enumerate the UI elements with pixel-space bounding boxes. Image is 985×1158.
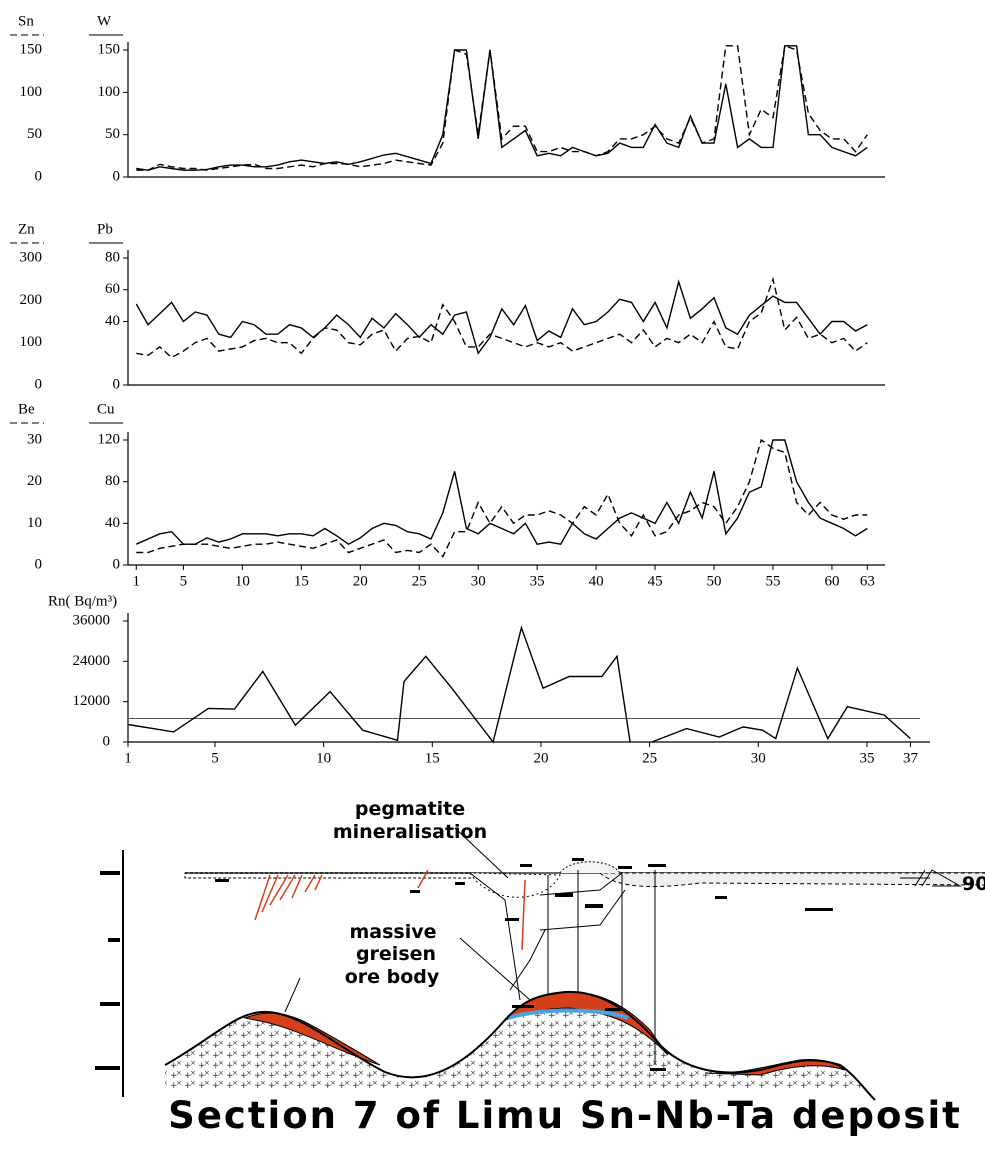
series-line: [128, 628, 910, 742]
y2-tick-label: 150: [20, 41, 43, 57]
section-title: Section 7 of Limu Sn-Nb-Ta deposit: [168, 1094, 962, 1137]
leader-line: [460, 938, 530, 1000]
series-line: [136, 282, 867, 354]
y2-tick-label: 20: [27, 473, 42, 489]
dip-label: 90°: [962, 873, 985, 895]
y-tick-label: 0: [113, 168, 121, 184]
legend-label: Zn: [18, 221, 35, 237]
y-tick-label: 100: [98, 84, 121, 100]
y2-tick-label: 10: [27, 515, 42, 531]
section-label: ore body: [345, 966, 440, 988]
x-tick-label: 60: [824, 573, 839, 589]
x-tick-label: 25: [642, 750, 657, 766]
y2-tick-label: 30: [27, 431, 42, 447]
y-tick-label: 50: [105, 126, 120, 142]
x-tick-label: 35: [859, 750, 874, 766]
y-tick-label: 150: [98, 41, 121, 57]
y2-tick-label: 0: [35, 556, 43, 572]
y2-tick-label: 0: [35, 168, 43, 184]
x-tick-label: 30: [471, 573, 486, 589]
y2-tick-label: 200: [20, 292, 43, 308]
section-label: pegmatite: [355, 798, 465, 820]
y2-tick-label: 0: [35, 376, 43, 392]
y2-tick-label: 50: [27, 126, 42, 142]
series-line: [136, 46, 867, 170]
y-tick-label: 0: [113, 556, 121, 572]
y2-tick-label: 100: [20, 334, 43, 350]
x-tick-label: 15: [425, 750, 440, 766]
y2-tick-label: 100: [20, 84, 43, 100]
legend-label: Sn: [18, 13, 34, 29]
section-label: mineralisation: [333, 821, 487, 843]
x-tick-label: 55: [765, 573, 780, 589]
x-tick-label: 15: [294, 573, 309, 589]
y-tick-label: 60: [105, 281, 120, 297]
series-line: [136, 440, 867, 557]
leader-line: [285, 978, 300, 1012]
figure: 050100150050100150SnW04060800100200300Zn…: [0, 0, 985, 1158]
legend-label: Pb: [97, 221, 113, 237]
y-tick-label: 80: [105, 473, 120, 489]
y2-tick-label: 300: [20, 249, 43, 265]
x-tick-label: 20: [533, 750, 548, 766]
x-tick-label: 1: [133, 573, 141, 589]
x-tick-label: 25: [412, 573, 427, 589]
series-line: [136, 46, 867, 170]
x-tick-label: 37: [903, 750, 919, 766]
y-tick-label: 24000: [73, 653, 111, 669]
y-tick-label: 40: [105, 515, 120, 531]
series-line: [136, 279, 867, 357]
x-tick-label: 63: [860, 573, 875, 589]
section-label: massive: [349, 921, 436, 943]
x-tick-label: 5: [211, 750, 219, 766]
y-axis-label: Rn( Bq/m³): [48, 593, 117, 609]
x-tick-label: 30: [751, 750, 766, 766]
alluvium: [600, 873, 985, 887]
x-tick-label: 50: [707, 573, 722, 589]
section-label: greisen: [356, 943, 436, 965]
y-tick-label: 0: [113, 376, 121, 392]
cover-lens: [470, 873, 560, 897]
cap: [560, 862, 620, 873]
x-tick-label: 45: [648, 573, 663, 589]
legend-label: Be: [18, 401, 35, 417]
y-tick-label: 12000: [73, 693, 111, 709]
x-tick-label: 1: [124, 750, 132, 766]
x-tick-label: 35: [530, 573, 545, 589]
y-tick-label: 40: [105, 313, 120, 329]
x-tick-label: 40: [589, 573, 604, 589]
series-line: [136, 440, 867, 544]
y-tick-label: 120: [98, 431, 121, 447]
y-tick-label: 80: [105, 249, 120, 265]
legend-label: Cu: [97, 401, 115, 417]
legend-label: W: [97, 13, 112, 29]
y-tick-label: 36000: [73, 612, 111, 628]
cross-section: + ×: [95, 798, 985, 1137]
x-tick-label: 10: [316, 750, 331, 766]
x-tick-label: 10: [235, 573, 250, 589]
x-tick-label: 5: [180, 573, 188, 589]
x-tick-label: 20: [353, 573, 368, 589]
y-tick-label: 0: [103, 733, 111, 749]
